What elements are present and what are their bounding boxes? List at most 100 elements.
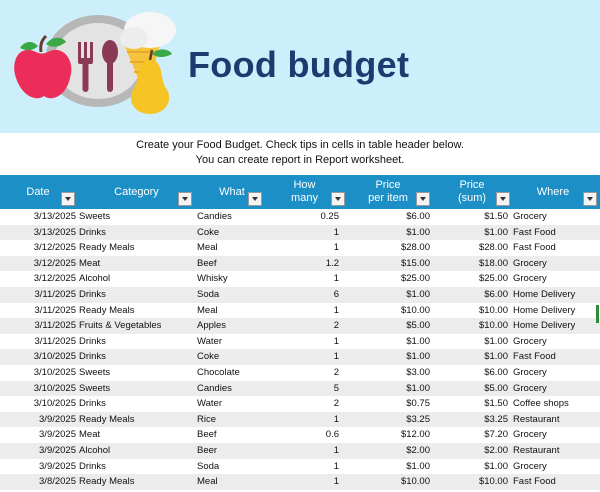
cell-sum[interactable]: $2.00 bbox=[484, 445, 508, 456]
cell-where[interactable]: Restaurant bbox=[513, 445, 560, 456]
cell-category[interactable]: Alcohol bbox=[79, 273, 111, 285]
cell-where[interactable]: Grocery bbox=[513, 382, 547, 394]
filter-dropdown-icon-sum[interactable] bbox=[496, 192, 510, 206]
cell-sum[interactable]: $1.50 bbox=[484, 211, 508, 222]
cell-what[interactable]: Meal bbox=[197, 476, 218, 488]
cell-price[interactable]: $10.00 bbox=[400, 304, 430, 316]
cell-how-many[interactable]: 1 bbox=[333, 242, 339, 254]
cell-price[interactable]: $15.00 bbox=[400, 257, 430, 269]
cell-date[interactable]: 3/12/2025 bbox=[33, 273, 76, 285]
cell-category[interactable]: Meat bbox=[79, 429, 101, 441]
cell-sum[interactable]: $28.00 bbox=[478, 242, 508, 254]
cell-where[interactable]: Grocery bbox=[513, 460, 547, 472]
table-row[interactable]: 3/11/2025 Fruits & Vegetables Apples 2 $… bbox=[0, 318, 600, 334]
filter-dropdown-icon-price[interactable] bbox=[416, 192, 430, 206]
table-row[interactable]: 3/13/2025 Drinks Coke 1 $1.00 $1.00 Fast… bbox=[0, 224, 600, 241]
cell-date[interactable]: 3/10/2025 bbox=[33, 367, 76, 378]
table-row[interactable]: 3/10/2025 Sweets Candies 5 $1.00 $5.00 G… bbox=[0, 380, 600, 397]
cell-where[interactable]: Grocery bbox=[513, 273, 547, 285]
cell-how-many[interactable]: 1 bbox=[333, 273, 339, 285]
cell-where[interactable]: Grocery bbox=[513, 429, 547, 441]
cell-price[interactable]: $6.00 bbox=[406, 211, 430, 222]
cell-date[interactable]: 3/10/2025 bbox=[33, 382, 76, 394]
cell-category[interactable]: Drinks bbox=[79, 226, 106, 238]
cell-date[interactable]: 3/9/2025 bbox=[39, 460, 76, 472]
cell-what[interactable]: Apples bbox=[197, 320, 227, 332]
cell-sum[interactable]: $7.20 bbox=[484, 429, 508, 441]
cell-what[interactable]: Candies bbox=[197, 211, 232, 222]
table-row[interactable]: 3/10/2025 Sweets Chocolate 2 $3.00 $6.00… bbox=[0, 365, 600, 381]
cell-price[interactable]: $10.00 bbox=[400, 476, 430, 488]
cell-how-many[interactable]: 1 bbox=[333, 460, 339, 472]
cell-price[interactable]: $3.25 bbox=[406, 413, 430, 425]
cell-price[interactable]: $2.00 bbox=[406, 445, 430, 456]
cell-how-many[interactable]: 0.25 bbox=[320, 211, 340, 222]
cell-how-many[interactable]: 1 bbox=[333, 226, 339, 238]
cell-where[interactable]: Fast Food bbox=[513, 242, 556, 254]
cell-category[interactable]: Drinks bbox=[79, 289, 106, 300]
cell-how-many[interactable]: 1 bbox=[333, 476, 339, 488]
filter-dropdown-icon-where[interactable] bbox=[583, 192, 597, 206]
cell-how-many[interactable]: 5 bbox=[333, 382, 339, 394]
cell-how-many[interactable]: 2 bbox=[333, 320, 339, 332]
cell-category[interactable]: Drinks bbox=[79, 398, 106, 410]
cell-what[interactable]: Meal bbox=[197, 242, 218, 254]
cell-how-many[interactable]: 1 bbox=[333, 351, 339, 363]
cell-category[interactable]: Sweets bbox=[79, 211, 111, 222]
table-row[interactable]: 3/13/2025 Sweets Candies 0.25 $6.00 $1.5… bbox=[0, 209, 600, 225]
cell-sum[interactable]: $1.00 bbox=[484, 351, 508, 363]
cell-date[interactable]: 3/10/2025 bbox=[33, 351, 76, 363]
cell-what[interactable]: Meal bbox=[197, 304, 218, 316]
cell-what[interactable]: Chocolate bbox=[197, 367, 240, 378]
cell-where[interactable]: Grocery bbox=[513, 335, 547, 347]
cell-sum[interactable]: $1.00 bbox=[484, 226, 508, 238]
filter-dropdown-icon-category[interactable] bbox=[178, 192, 192, 206]
cell-sum[interactable]: $6.00 bbox=[484, 289, 508, 300]
cell-how-many[interactable]: 1.2 bbox=[325, 257, 339, 269]
cell-price[interactable]: $1.00 bbox=[406, 382, 430, 394]
table-row[interactable]: 3/9/2025 Alcohol Beer 1 $2.00 $2.00 Rest… bbox=[0, 443, 600, 459]
cell-what[interactable]: Beer bbox=[197, 445, 218, 456]
cell-sum[interactable]: $6.00 bbox=[484, 367, 508, 378]
cell-date[interactable]: 3/10/2025 bbox=[33, 398, 76, 410]
table-row[interactable]: 3/9/2025 Meat Beef 0.6 $12.00 $7.20 Groc… bbox=[0, 427, 600, 443]
cell-price[interactable]: $1.00 bbox=[406, 226, 430, 238]
cell-what[interactable]: Water bbox=[197, 398, 222, 410]
cell-sum[interactable]: $1.00 bbox=[484, 460, 508, 472]
cell-date[interactable]: 3/11/2025 bbox=[34, 304, 76, 316]
cell-category[interactable]: Ready Meals bbox=[79, 242, 135, 254]
cell-category[interactable]: Drinks bbox=[79, 460, 106, 472]
cell-what[interactable]: Coke bbox=[197, 226, 220, 238]
table-row[interactable]: 3/12/2025 Alcohol Whisky 1 $25.00 $25.00… bbox=[0, 271, 600, 287]
cell-category[interactable]: Meat bbox=[79, 257, 101, 269]
filter-dropdown-icon-what[interactable] bbox=[248, 192, 262, 206]
cell-how-many[interactable]: 6 bbox=[333, 289, 339, 300]
cell-category[interactable]: Ready Meals bbox=[79, 413, 135, 425]
table-row[interactable]: 3/8/2025 Ready Meals Meal 1 $10.00 $10.0… bbox=[0, 474, 600, 490]
cell-category[interactable]: Drinks bbox=[79, 351, 106, 363]
cell-sum[interactable]: $18.00 bbox=[478, 257, 508, 269]
cell-price[interactable]: $25.00 bbox=[400, 273, 430, 285]
cell-how-many[interactable]: 1 bbox=[333, 413, 339, 425]
cell-date[interactable]: 3/11/2025 bbox=[34, 335, 76, 347]
cell-where[interactable]: Home Delivery bbox=[513, 304, 576, 316]
cell-how-many[interactable]: 0.6 bbox=[325, 429, 339, 441]
cell-date[interactable]: 3/9/2025 bbox=[39, 413, 76, 425]
table-row[interactable]: 3/11/2025 Drinks Soda 6 $1.00 $6.00 Home… bbox=[0, 287, 600, 303]
cell-where[interactable]: Fast Food bbox=[513, 351, 556, 363]
cell-where[interactable]: Grocery bbox=[513, 367, 547, 378]
filter-dropdown-icon-date[interactable] bbox=[61, 192, 75, 206]
cell-price[interactable]: $1.00 bbox=[406, 460, 430, 472]
cell-what[interactable]: Beef bbox=[197, 257, 217, 269]
cell-sum[interactable]: $1.00 bbox=[484, 335, 508, 347]
cell-price[interactable]: $12.00 bbox=[400, 429, 430, 441]
filter-dropdown-icon-how-many[interactable] bbox=[331, 192, 345, 206]
cell-sum[interactable]: $10.00 bbox=[478, 476, 508, 488]
cell-where[interactable]: Restaurant bbox=[513, 413, 560, 425]
cell-what[interactable]: Candies bbox=[197, 382, 232, 394]
cell-sum[interactable]: $25.00 bbox=[478, 273, 508, 285]
cell-price[interactable]: $1.00 bbox=[406, 289, 430, 300]
cell-date[interactable]: 3/9/2025 bbox=[39, 429, 76, 441]
cell-where[interactable]: Fast Food bbox=[513, 476, 556, 488]
cell-category[interactable]: Ready Meals bbox=[79, 304, 135, 316]
